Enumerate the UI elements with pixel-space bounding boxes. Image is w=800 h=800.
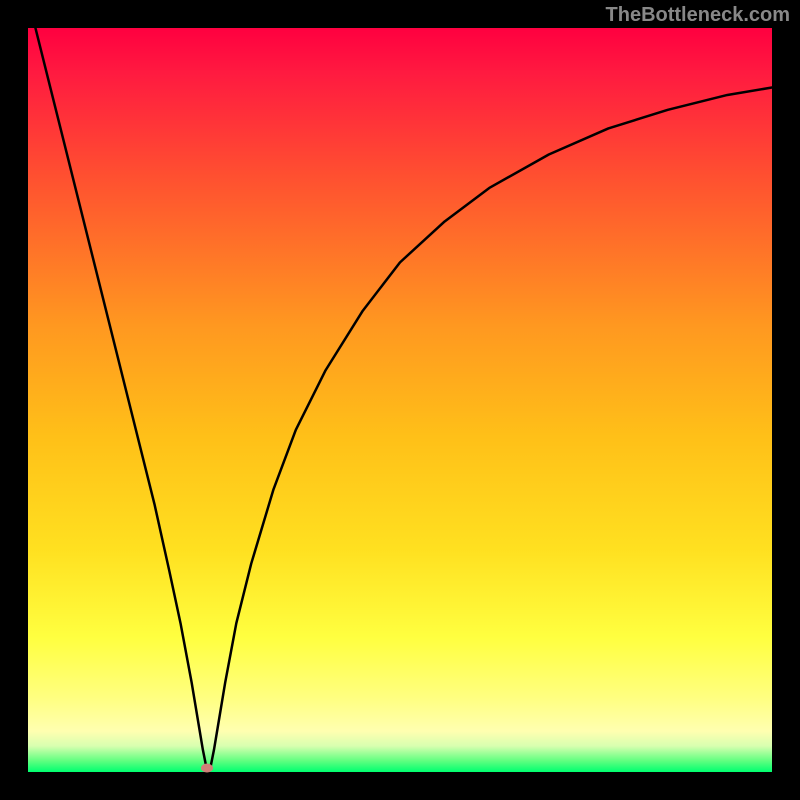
optimum-marker [201, 764, 213, 773]
chart-container: TheBottleneck.com [0, 0, 800, 800]
bottleneck-curve [35, 28, 772, 768]
watermark-text: TheBottleneck.com [606, 4, 790, 27]
curve-layer [28, 28, 772, 772]
plot-area [28, 28, 772, 772]
